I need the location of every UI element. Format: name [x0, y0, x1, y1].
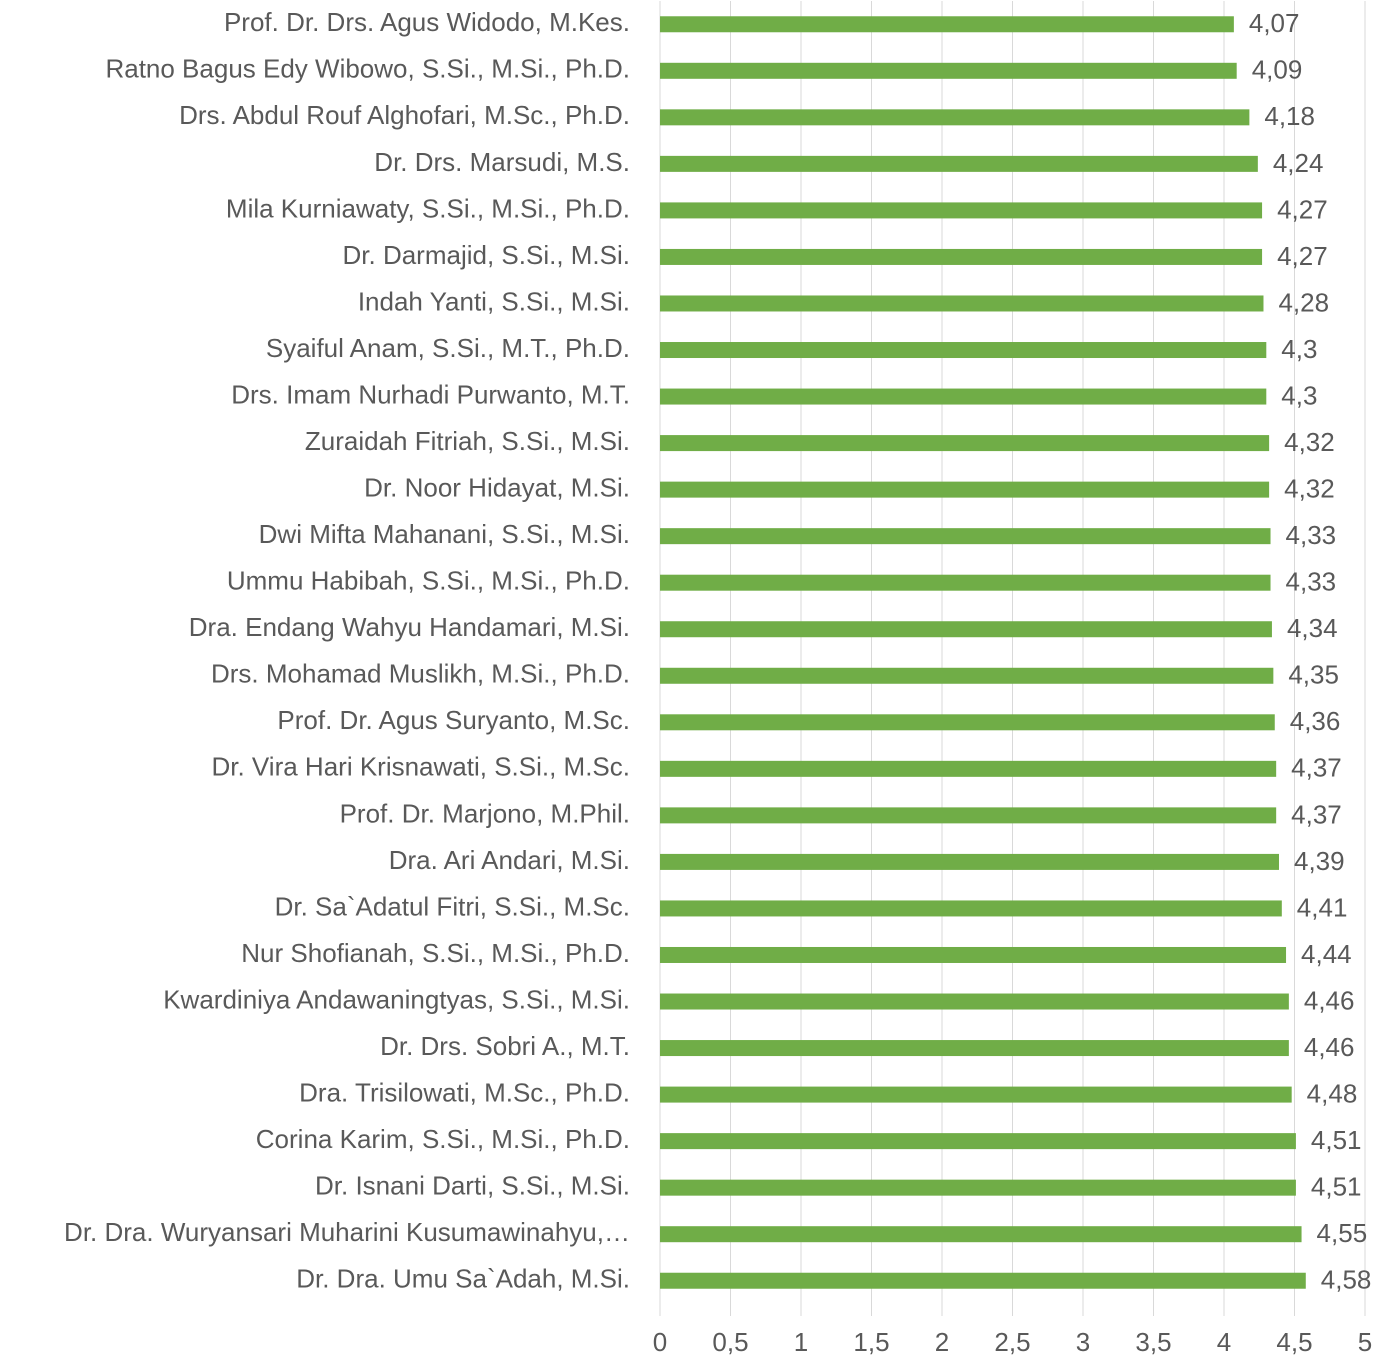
- y-tick-label: Ummu Habibah, S.Si., M.Si., Ph.D.: [227, 566, 630, 596]
- bar: [660, 1272, 1306, 1289]
- y-tick-label: Nur Shofianah, S.Si., M.Si., Ph.D.: [241, 938, 630, 968]
- y-tick-label: Syaiful Anam, S.Si., M.T., Ph.D.: [266, 333, 630, 363]
- x-tick-label: 3: [1076, 1327, 1090, 1357]
- bar: [660, 807, 1277, 824]
- bar: [660, 1179, 1296, 1196]
- bar: [660, 1040, 1289, 1057]
- bar: [660, 1226, 1302, 1243]
- y-tick-label: Prof. Dr. Agus Suryanto, M.Sc.: [277, 705, 630, 735]
- bar: [660, 342, 1267, 359]
- bar: [660, 574, 1271, 591]
- x-tick-label: 1: [794, 1327, 808, 1357]
- bar: [660, 1133, 1296, 1150]
- value-label: 4,3: [1281, 380, 1317, 410]
- bar: [660, 1086, 1292, 1103]
- value-label: 4,36: [1290, 706, 1341, 736]
- value-label: 4,48: [1307, 1078, 1358, 1108]
- y-tick-label: Indah Yanti, S.Si., M.Si.: [358, 286, 630, 316]
- y-tick-label: Corina Karim, S.Si., M.Si., Ph.D.: [256, 1124, 630, 1154]
- value-label: 4,37: [1291, 753, 1342, 783]
- value-label: 4,55: [1317, 1218, 1368, 1248]
- bar: [660, 528, 1271, 545]
- y-tick-label: Dr. Dra. Wuryansari Muharini Kusumawinah…: [64, 1217, 630, 1247]
- bar: [660, 388, 1267, 405]
- y-tick-label: Dr. Dra. Umu Sa`Adah, M.Si.: [296, 1264, 630, 1294]
- value-label: 4,33: [1286, 520, 1337, 550]
- y-tick-label: Kwardiniya Andawaningtyas, S.Si., M.Si.: [163, 984, 630, 1014]
- y-tick-label: Drs. Mohamad Muslikh, M.Si., Ph.D.: [211, 659, 630, 689]
- value-label: 4,51: [1311, 1172, 1362, 1202]
- value-label: 4,51: [1311, 1125, 1362, 1155]
- y-tick-label: Mila Kurniawaty, S.Si., M.Si., Ph.D.: [226, 193, 630, 223]
- y-tick-label: Dra. Endang Wahyu Handamari, M.Si.: [189, 612, 630, 642]
- bar: [660, 295, 1264, 312]
- value-label: 4,24: [1273, 148, 1324, 178]
- y-tick-label: Drs. Abdul Rouf Alghofari, M.Sc., Ph.D.: [179, 100, 630, 130]
- bar: [660, 714, 1275, 731]
- value-label: 4,27: [1277, 194, 1328, 224]
- x-tick-label: 4,5: [1276, 1327, 1312, 1357]
- value-label: 4,28: [1278, 287, 1329, 317]
- y-tick-label: Drs. Imam Nurhadi Purwanto, M.T.: [231, 379, 630, 409]
- x-tick-label: 3,5: [1135, 1327, 1171, 1357]
- bar: [660, 248, 1263, 265]
- bar: [660, 481, 1270, 498]
- x-tick-label: 5: [1358, 1327, 1372, 1357]
- bar: [660, 435, 1270, 452]
- y-tick-label: Dr. Drs. Sobri A., M.T.: [380, 1031, 630, 1061]
- value-label: 4,33: [1286, 567, 1337, 597]
- bar: [660, 946, 1287, 963]
- value-label: 4,58: [1321, 1265, 1372, 1295]
- value-label: 4,32: [1284, 474, 1335, 504]
- y-tick-label: Dr. Darmajid, S.Si., M.Si.: [343, 240, 631, 270]
- value-label: 4,34: [1287, 613, 1338, 643]
- x-tick-label: 0,5: [712, 1327, 748, 1357]
- value-label: 4,46: [1304, 985, 1355, 1015]
- y-tick-label: Dr. Drs. Marsudi, M.S.: [374, 147, 630, 177]
- x-tick-label: 1,5: [853, 1327, 889, 1357]
- bar: [660, 900, 1282, 917]
- y-tick-label: Zuraidah Fitriah, S.Si., M.Si.: [305, 426, 630, 456]
- bar: [660, 202, 1263, 219]
- bar: [660, 993, 1289, 1010]
- y-tick-label: Dr. Noor Hidayat, M.Si.: [364, 473, 630, 503]
- value-label: 4,35: [1288, 660, 1339, 690]
- value-label: 4,18: [1264, 101, 1315, 131]
- x-tick-label: 2,5: [994, 1327, 1030, 1357]
- y-tick-label: Prof. Dr. Drs. Agus Widodo, M.Kes.: [224, 7, 630, 37]
- y-tick-label: Dra. Ari Andari, M.Si.: [389, 845, 630, 875]
- x-tick-label: 4: [1217, 1327, 1231, 1357]
- value-label: 4,41: [1297, 892, 1348, 922]
- bar: [660, 760, 1277, 777]
- value-label: 4,3: [1281, 334, 1317, 364]
- value-label: 4,39: [1294, 846, 1345, 876]
- bar: [660, 16, 1234, 33]
- value-label: 4,27: [1277, 241, 1328, 271]
- x-tick-label: 2: [935, 1327, 949, 1357]
- y-tick-label: Dra. Trisilowati, M.Sc., Ph.D.: [299, 1077, 630, 1107]
- value-label: 4,07: [1249, 8, 1300, 38]
- value-label: 4,44: [1301, 939, 1352, 969]
- value-label: 4,46: [1304, 1032, 1355, 1062]
- y-tick-label: Dr. Isnani Darti, S.Si., M.Si.: [315, 1171, 630, 1201]
- value-label: 4,37: [1291, 799, 1342, 829]
- value-label: 4,09: [1252, 55, 1303, 85]
- bar: [660, 667, 1274, 684]
- y-tick-label: Dr. Vira Hari Krisnawati, S.Si., M.Sc.: [211, 752, 630, 782]
- y-tick-label: Dwi Mifta Mahanani, S.Si., M.Si.: [259, 519, 630, 549]
- y-tick-label: Dr. Sa`Adatul Fitri, S.Si., M.Sc.: [275, 891, 630, 921]
- bar: [660, 62, 1237, 79]
- bar: [660, 621, 1272, 638]
- y-tick-label: Prof. Dr. Marjono, M.Phil.: [340, 798, 630, 828]
- bar: [660, 109, 1250, 126]
- bar: [660, 853, 1279, 870]
- y-tick-label: Ratno Bagus Edy Wibowo, S.Si., M.Si., Ph…: [105, 54, 630, 84]
- value-label: 4,32: [1284, 427, 1335, 457]
- x-tick-label: 0: [653, 1327, 667, 1357]
- bar: [660, 155, 1258, 172]
